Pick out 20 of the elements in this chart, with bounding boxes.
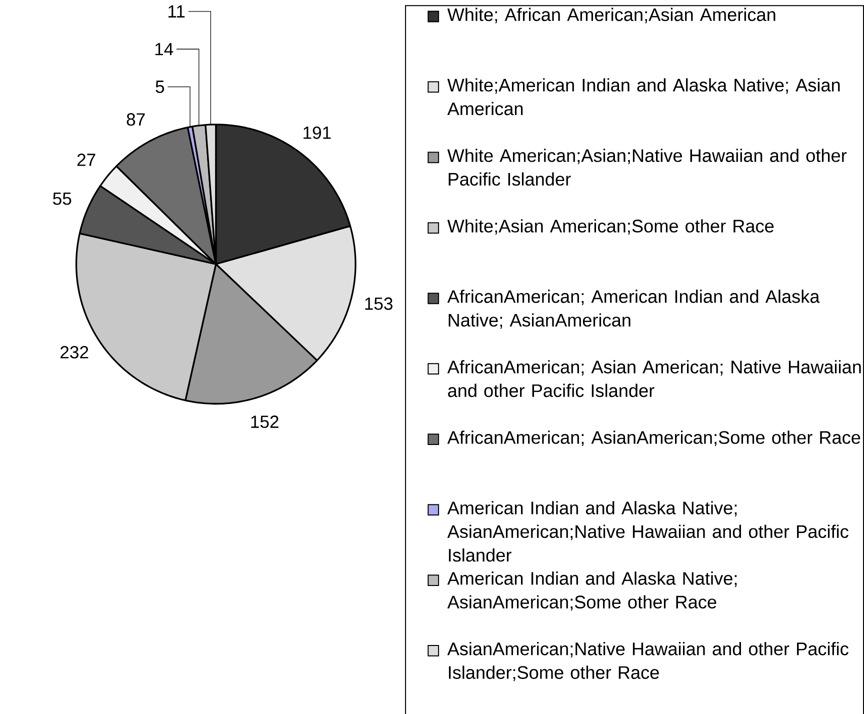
data-label: 55 (53, 192, 72, 205)
legend-label: AfricanAmerican; AsianAmerican;Some other Race (447, 430, 860, 446)
data-label: 5 (156, 80, 164, 93)
legend-label: White;American Indian and Alaska Native; Asian American (447, 78, 840, 116)
data-label: 27 (77, 154, 96, 166)
legend-label: American Indian and Alaska Native; AsianAmerican;Some other Race (447, 571, 737, 611)
legend-label: AfricanAmerican; Asian American; Native Hawaiian and other Pacific Islander (447, 360, 861, 398)
data-label: 14 (155, 43, 174, 56)
data-label: 153 (365, 297, 392, 310)
legend-label: White American;Asian;Native Hawaiian and other Pacific Islander (447, 148, 847, 186)
data-label: 191 (304, 126, 331, 139)
data-label: 152 (251, 415, 278, 428)
legend-label: AsianAmerican;Native Hawaiian and other Pacific Islander;Some other Race (447, 642, 848, 682)
data-label: 87 (126, 113, 145, 126)
data-label: 11 (168, 5, 185, 18)
legend-label: White;Asian American;Some other Race (447, 219, 774, 235)
data-label: 232 (60, 346, 88, 358)
legend-label: White; African American;Asian American (447, 8, 776, 24)
legend-label: American Indian and Alaska Native; AsianAmerican;Native Hawaiian and other Pacific Islander (447, 501, 848, 562)
legend-label: AfricanAmerican; American Indian and Alaska Native; AsianAmerican (447, 290, 820, 329)
